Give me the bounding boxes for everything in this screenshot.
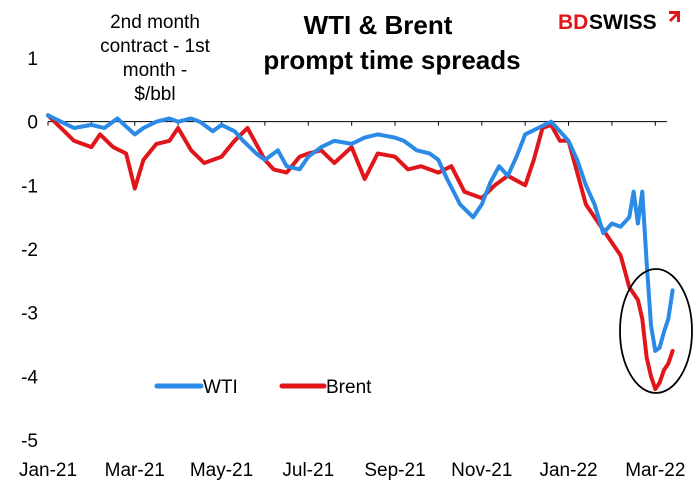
y-tick-labels: 1 0 -1 -2 -3 -4 -5 — [21, 49, 38, 452]
x-tick-label: Mar-21 — [105, 460, 165, 481]
logo-text-swiss: SWISS — [589, 11, 657, 34]
y-tick-label: 0 — [27, 113, 38, 134]
series-line-wti — [46, 113, 675, 353]
bdswiss-logo: BD SWISS — [558, 11, 680, 34]
logo-arrow-icon — [669, 11, 680, 22]
x-tick-label: Sep-21 — [364, 460, 425, 481]
y-tick-label: -4 — [21, 367, 38, 388]
y-axis-label-line-4: $/bbl — [134, 84, 175, 105]
annotation-ellipse — [619, 268, 693, 394]
y-tick-label: -3 — [21, 304, 38, 325]
x-tick-label: Jan-21 — [19, 460, 77, 481]
x-tick-label: Jul-21 — [282, 460, 334, 481]
x-tick-label: Mar-22 — [625, 460, 685, 481]
x-tick-labels: Jan-21 Mar-21 May-21 Jul-21 Sep-21 Nov-21 Jan-… — [19, 460, 685, 481]
y-tick-label: -5 — [21, 431, 38, 452]
legend: WTI Brent — [154, 377, 372, 398]
y-tick-label: -1 — [21, 176, 38, 197]
legend-label-brent: Brent — [326, 377, 372, 398]
series-line-brent — [46, 113, 675, 392]
x-tick-label: May-21 — [190, 460, 253, 481]
y-axis-label-line-1: 2nd month — [110, 12, 200, 33]
x-tick-label: Jan-22 — [539, 460, 597, 481]
x-tick-label: Nov-21 — [451, 460, 512, 481]
y-tick-label: -2 — [21, 240, 38, 261]
legend-label-wti: WTI — [203, 377, 238, 398]
y-axis-label-line-2: contract - 1st — [100, 36, 211, 57]
chart-title-line-1: WTI & Brent — [304, 10, 453, 40]
y-tick-label: 1 — [27, 49, 38, 70]
y-axis-label-line-3: month - — [123, 60, 187, 81]
chart-title-line-2: prompt time spreads — [263, 45, 520, 75]
logo-text-bd: BD — [558, 11, 588, 34]
